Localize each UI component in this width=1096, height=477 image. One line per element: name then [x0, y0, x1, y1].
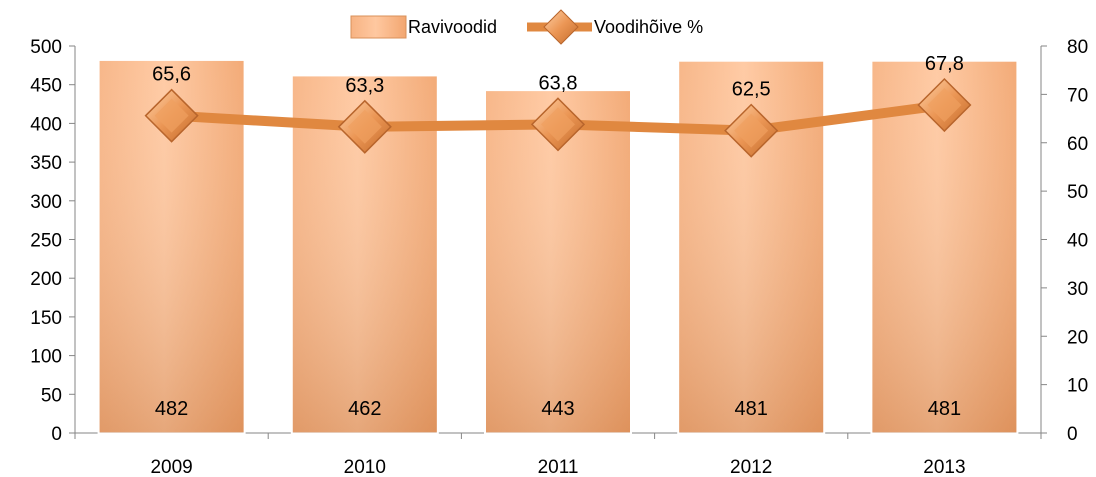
x-tick-label: 2012: [730, 457, 772, 477]
y-left-tick-label: 0: [51, 424, 62, 445]
line-marker: [917, 77, 972, 133]
y-left-tick-label: 300: [30, 192, 62, 213]
legend-diamond-icon: [543, 9, 579, 45]
bar-value-label: 443: [541, 398, 574, 420]
diamond-inner: [541, 107, 575, 142]
y-left-tick-label: 50: [41, 385, 62, 406]
y-right-tick-label: 80: [1067, 37, 1088, 58]
axes: 0 50 100 150 200 250 300 350 400 450 500 0 10 20 30 40 5…: [30, 37, 1088, 477]
x-tick-label: 2011: [538, 457, 579, 477]
bar-value-label: 481: [735, 398, 768, 420]
y-right-tick-label: 0: [1067, 424, 1078, 445]
diamond-inner: [347, 109, 382, 144]
diamond-inner: [734, 113, 769, 148]
y-left-tick-label: 450: [30, 76, 62, 97]
line-marker: [724, 103, 779, 158]
y-right-tick-label: 10: [1067, 376, 1088, 397]
x-tick-label: 2010: [344, 457, 386, 477]
y-right-tick-label: 30: [1067, 279, 1088, 300]
y-right-tick-label: 40: [1067, 231, 1088, 252]
line-value-label: 63,8: [539, 72, 578, 94]
y-right-tick-label: 20: [1067, 327, 1088, 348]
y-left-tick-label: 200: [30, 269, 62, 290]
y-left-tick-label: 150: [30, 308, 62, 329]
bar-value-label: 482: [155, 398, 188, 420]
line-marker: [530, 97, 586, 152]
bar-value-label: 481: [928, 398, 961, 420]
legend-bar-swatch: [350, 15, 407, 39]
legend-label-bars: Ravivoodid: [408, 17, 497, 37]
legend: Ravivoodid Voodihõive %: [350, 9, 703, 45]
y-right-tick-label: 70: [1067, 85, 1088, 106]
line-marker: [144, 88, 199, 143]
y-left-tick-label: 400: [30, 114, 62, 135]
y-left-tick-label: 250: [30, 231, 62, 252]
y-left-tick-label: 350: [30, 153, 62, 174]
bar-value-label: 462: [348, 398, 381, 420]
y-left-tick-label: 100: [30, 347, 62, 368]
data-labels: 482 462 443 481 481 65,6 63,3 63,8 62,5 67,8: [152, 53, 964, 420]
line-value-label: 62,5: [732, 79, 771, 101]
legend-label-line: Voodihõive %: [594, 17, 703, 37]
y-left-tick-label: 500: [30, 37, 62, 58]
y-right-tick-label: 60: [1067, 134, 1088, 155]
diamond-inner: [927, 88, 962, 123]
line-value-label: 65,6: [152, 64, 191, 86]
x-tick-label: 2009: [150, 457, 192, 477]
line-series: [144, 77, 972, 158]
diamond-inner: [154, 98, 189, 133]
x-tick-label: 2013: [923, 457, 965, 477]
line-marker: [337, 99, 392, 154]
y-right-tick-label: 50: [1067, 182, 1088, 203]
line-value-label: 63,3: [345, 75, 384, 97]
line-value-label: 67,8: [925, 53, 964, 75]
